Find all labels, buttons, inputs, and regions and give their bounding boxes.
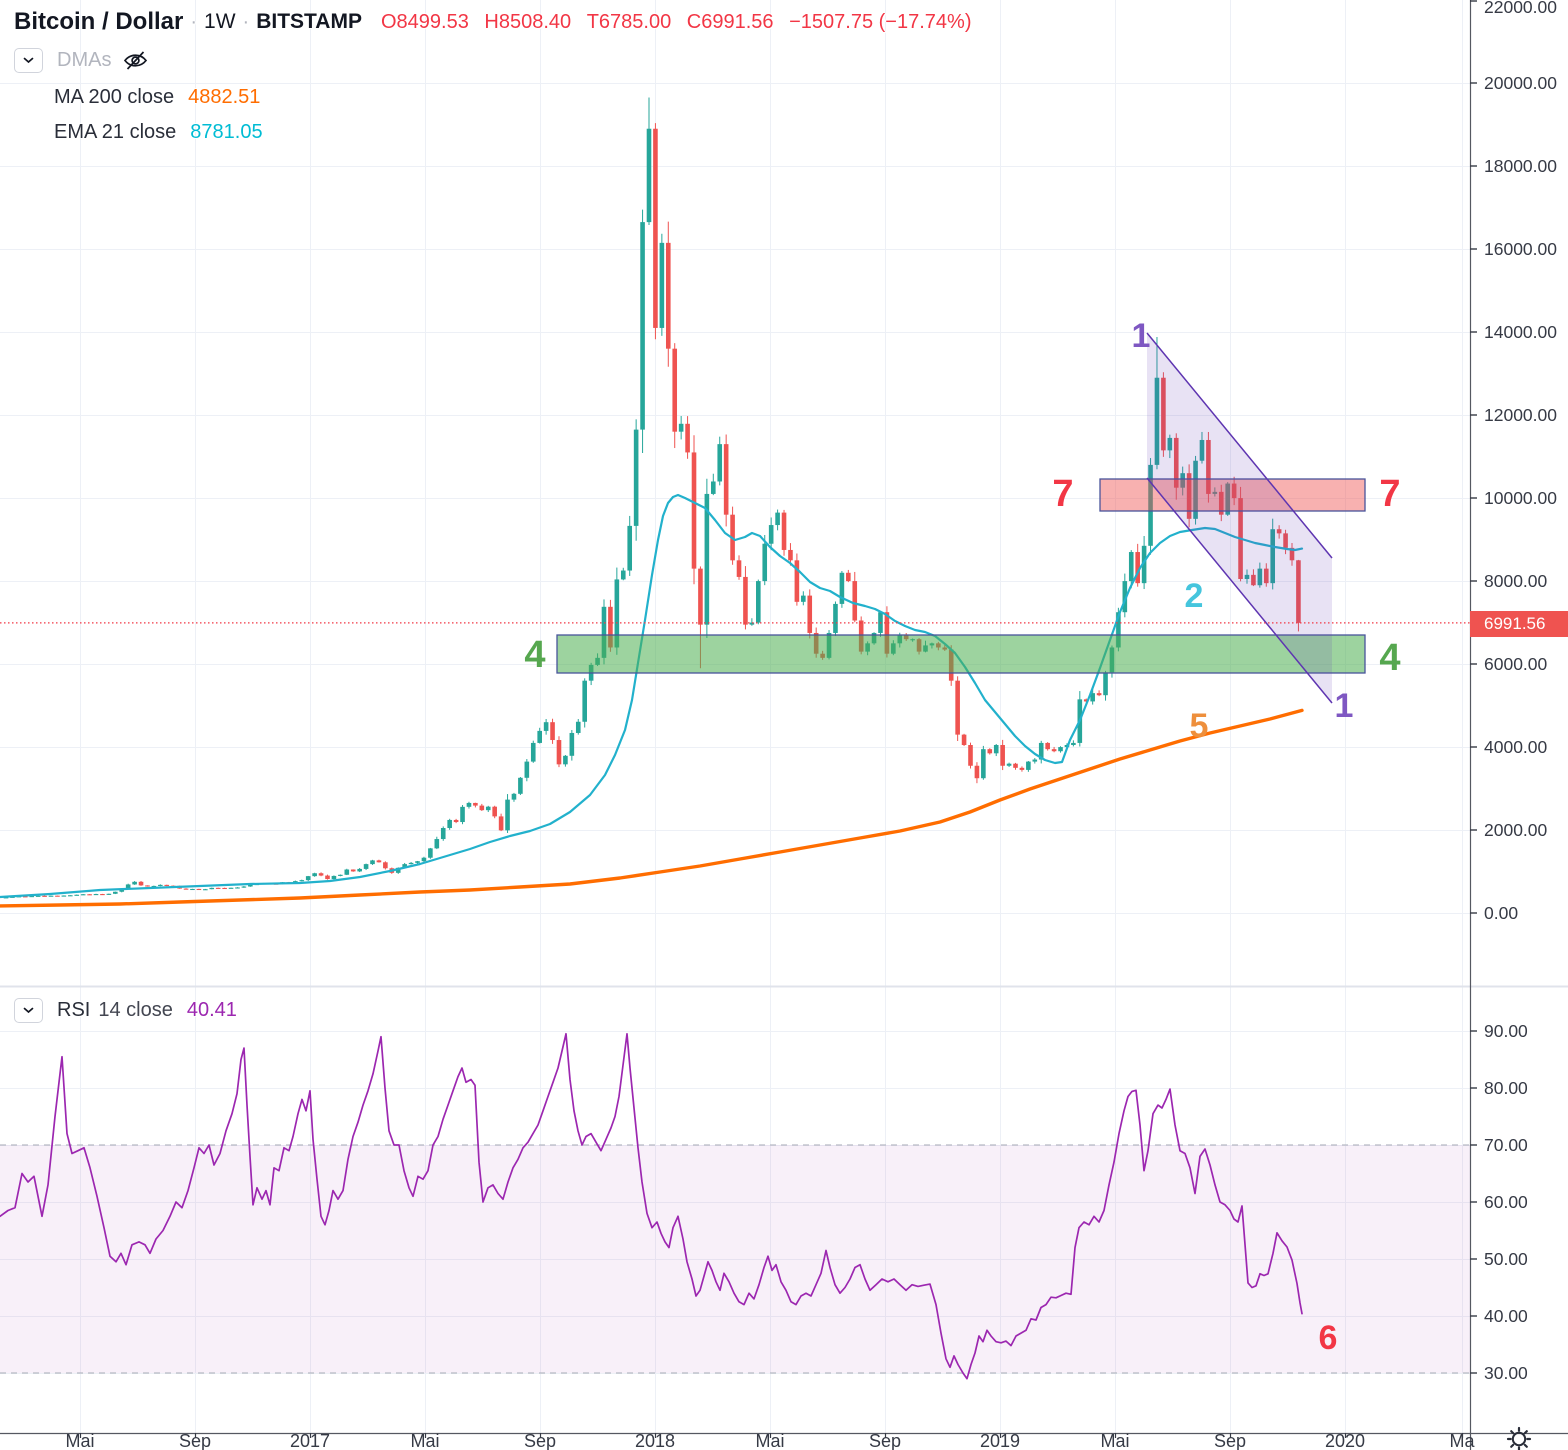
svg-text:4: 4 xyxy=(524,634,545,676)
chevron-down-icon xyxy=(23,57,34,64)
svg-text:2020: 2020 xyxy=(1325,1431,1365,1450)
ema-legend-row[interactable]: EMA 21 close 8781.05 xyxy=(54,121,971,144)
ma-name: MA 200 close xyxy=(54,86,175,108)
svg-text:1: 1 xyxy=(1335,687,1354,725)
svg-text:2000.00: 2000.00 xyxy=(1484,820,1548,840)
rsi-line[interactable] xyxy=(0,1032,1303,1380)
svg-text:18000.00: 18000.00 xyxy=(1484,156,1557,176)
separator-dot: · xyxy=(242,10,250,33)
svg-text:5: 5 xyxy=(1190,707,1209,745)
low-value: T6785.00 xyxy=(586,10,672,33)
timezone-settings-icon[interactable] xyxy=(1506,1426,1532,1450)
channel-label-bottom[interactable]: 1 xyxy=(1335,687,1354,725)
svg-text:Mai: Mai xyxy=(1100,1431,1129,1450)
symbol-title[interactable]: Bitcoin / Dollar xyxy=(14,8,184,35)
svg-text:22000.00: 22000.00 xyxy=(1484,0,1557,17)
high-value: H8508.40 xyxy=(484,10,572,33)
svg-text:1: 1 xyxy=(1132,317,1151,355)
rsi-name[interactable]: RSI xyxy=(57,999,91,1021)
ema-number-label[interactable]: 2 xyxy=(1185,577,1204,615)
resistance-label-right[interactable]: 7 xyxy=(1379,473,1400,515)
svg-text:30.00: 30.00 xyxy=(1484,1363,1528,1383)
svg-text:2017: 2017 xyxy=(290,1431,330,1450)
trend-channel[interactable] xyxy=(1146,332,1333,704)
rsi-number-label[interactable]: 6 xyxy=(1319,1319,1338,1357)
svg-text:60.00: 60.00 xyxy=(1484,1192,1528,1212)
separator-dot: · xyxy=(190,10,198,33)
svg-text:50.00: 50.00 xyxy=(1484,1249,1528,1269)
svg-text:80.00: 80.00 xyxy=(1484,1078,1528,1098)
rsi-value: 40.41 xyxy=(186,999,237,1021)
svg-text:Sep: Sep xyxy=(524,1431,556,1450)
svg-text:4: 4 xyxy=(1379,637,1400,679)
svg-text:20000.00: 20000.00 xyxy=(1484,73,1557,93)
svg-text:14000.00: 14000.00 xyxy=(1484,322,1557,342)
rsi-params: 14 close xyxy=(98,999,173,1021)
change-value: −1507.75 (−17.74%) xyxy=(789,10,972,33)
svg-text:90.00: 90.00 xyxy=(1484,1021,1528,1041)
ma-value: 4882.51 xyxy=(188,86,261,108)
ma-legend-row[interactable]: MA 200 close 4882.51 xyxy=(54,86,971,109)
svg-text:2018: 2018 xyxy=(635,1431,675,1450)
svg-text:Mai: Mai xyxy=(65,1431,94,1450)
ema-value: 8781.05 xyxy=(190,121,263,143)
ma200-line[interactable] xyxy=(0,708,1304,908)
svg-text:2: 2 xyxy=(1185,577,1204,615)
ohlc-values: O8499.53 H8508.40 T6785.00 C6991.56 −150… xyxy=(371,11,972,34)
svg-text:6: 6 xyxy=(1319,1319,1338,1357)
collapse-indicators-button[interactable] xyxy=(14,48,43,73)
svg-text:16000.00: 16000.00 xyxy=(1484,239,1557,259)
support-zone-box[interactable] xyxy=(556,634,1366,674)
svg-text:Sep: Sep xyxy=(179,1431,211,1450)
last-price-label[interactable]: 6991.56 xyxy=(1470,611,1568,637)
ema-name: EMA 21 close xyxy=(54,121,177,143)
price-axis[interactable]: 22000.00 20000.00 18000.00 16000.00 14000.00… xyxy=(1470,0,1557,923)
svg-text:Sep: Sep xyxy=(1214,1431,1246,1450)
svg-text:4000.00: 4000.00 xyxy=(1484,737,1548,757)
close-value: C6991.56 xyxy=(686,10,774,33)
rsi-band xyxy=(0,1144,1470,1374)
channel-label-top[interactable]: 1 xyxy=(1132,317,1151,355)
svg-text:7: 7 xyxy=(1379,473,1400,515)
svg-text:10000.00: 10000.00 xyxy=(1484,488,1557,508)
open-value: O8499.53 xyxy=(380,10,469,33)
time-axis[interactable]: Mai Sep 2017 Mai Sep 2018 Mai Sep 2019 Mai Sep 2020… xyxy=(65,1431,1475,1450)
svg-text:Sep: Sep xyxy=(869,1431,901,1450)
svg-text:2019: 2019 xyxy=(980,1431,1020,1450)
svg-text:Ma: Ma xyxy=(1449,1431,1475,1450)
svg-text:7: 7 xyxy=(1052,473,1073,515)
ma-number-label[interactable]: 5 xyxy=(1190,707,1209,745)
svg-text:6000.00: 6000.00 xyxy=(1484,654,1548,674)
svg-text:Mai: Mai xyxy=(410,1431,439,1450)
resistance-zone-box[interactable] xyxy=(1099,478,1366,512)
svg-text:8000.00: 8000.00 xyxy=(1484,571,1548,591)
eye-off-icon[interactable] xyxy=(123,50,148,71)
rsi-axis[interactable]: 90.00 80.00 70.00 60.00 50.00 40.00 30.00 xyxy=(1470,1021,1528,1383)
svg-text:0.00: 0.00 xyxy=(1484,903,1518,923)
indicator-group-label[interactable]: DMAs xyxy=(57,49,112,71)
rsi-legend: RSI 14 close 40.41 xyxy=(14,998,237,1023)
svg-text:12000.00: 12000.00 xyxy=(1484,405,1557,425)
resistance-label-left[interactable]: 7 xyxy=(1052,473,1073,515)
collapse-rsi-button[interactable] xyxy=(14,998,43,1023)
support-label-left[interactable]: 4 xyxy=(524,634,545,676)
exchange-label[interactable]: BITSTAMP xyxy=(256,10,362,33)
interval-label[interactable]: 1W xyxy=(204,10,236,33)
svg-text:Mai: Mai xyxy=(755,1431,784,1450)
chevron-down-icon xyxy=(23,1007,34,1014)
main-legend: Bitcoin / Dollar · 1W · BITSTAMP O8499.5… xyxy=(14,8,971,144)
svg-text:70.00: 70.00 xyxy=(1484,1135,1528,1155)
svg-text:40.00: 40.00 xyxy=(1484,1306,1528,1326)
support-label-right[interactable]: 4 xyxy=(1379,637,1400,679)
ema21-line[interactable] xyxy=(0,493,1304,899)
